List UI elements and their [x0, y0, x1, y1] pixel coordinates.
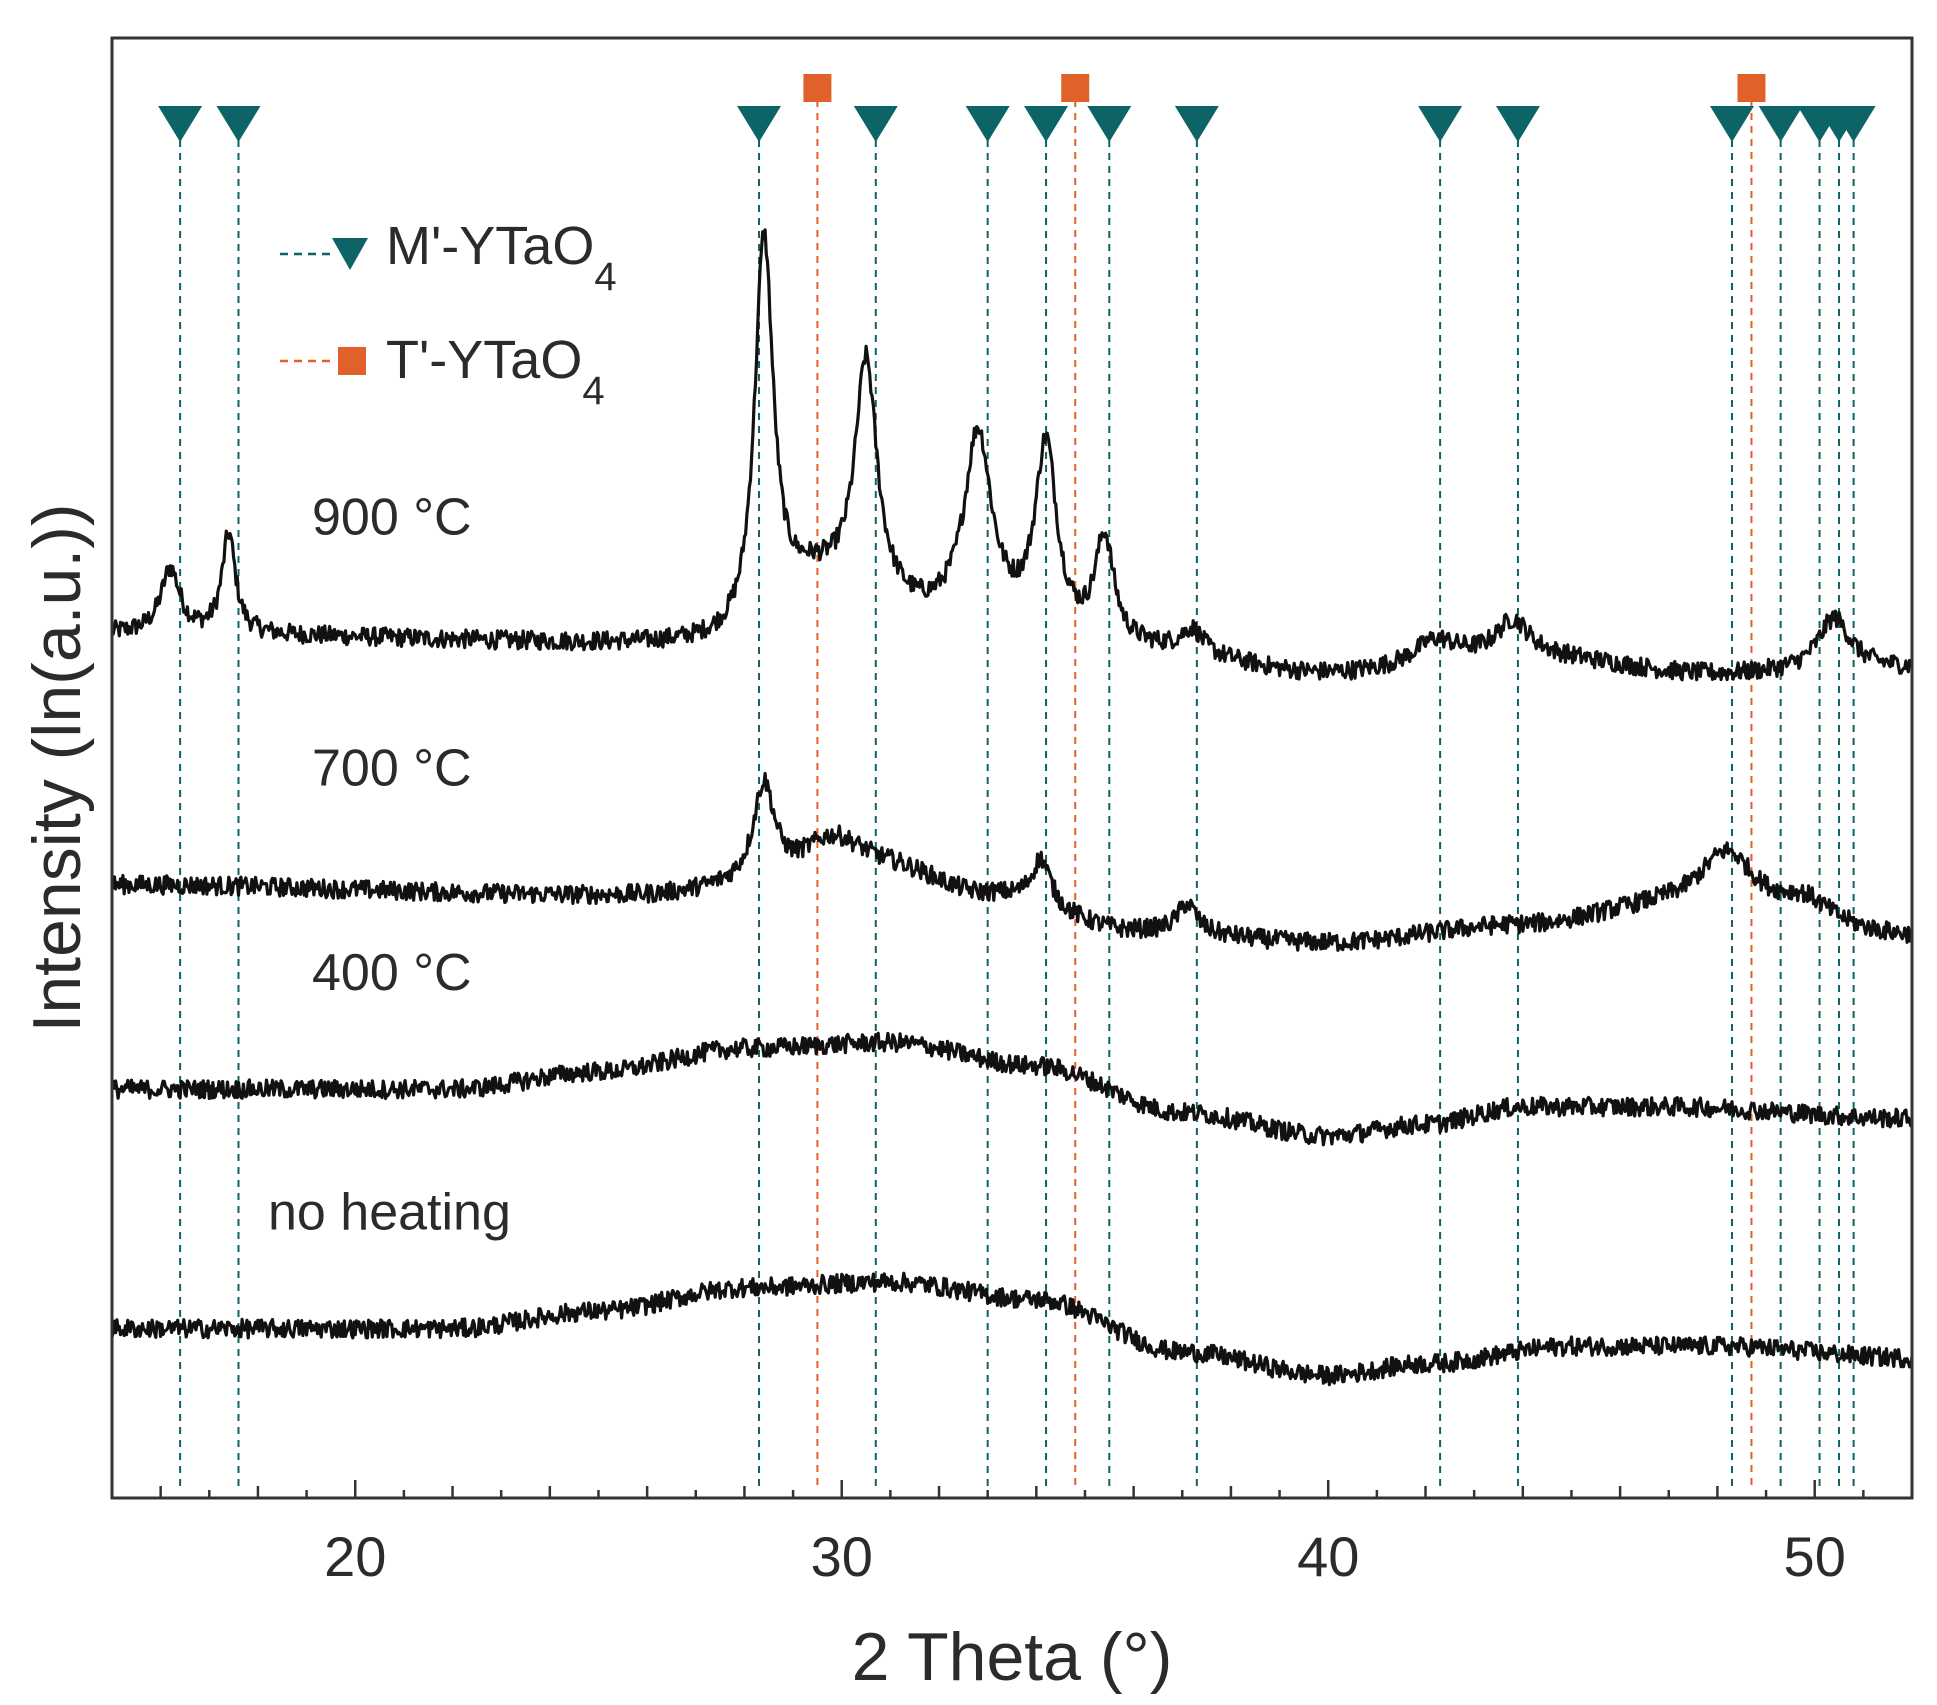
m-peak-marker — [1174, 106, 1219, 142]
m-peak-marker — [158, 106, 203, 142]
legend-t-label: T'-YTaO4 — [386, 330, 605, 413]
legend-m-text: M'-YTaO — [386, 216, 594, 276]
series-group — [110, 228, 1914, 1387]
legend-m-label: M'-YTaO4 — [386, 216, 617, 299]
m-peak-marker — [1710, 106, 1754, 142]
m-peak-marker — [1831, 106, 1876, 142]
legend-m-sub: 4 — [594, 255, 616, 299]
x-tick-label: 50 — [1784, 1525, 1846, 1588]
legend-t-marker — [338, 347, 366, 375]
legend: M'-YTaO4 T'-YTaO4 — [280, 216, 617, 413]
x-axis-title: 2 Theta (°) — [852, 1619, 1173, 1695]
x-tick-label: 40 — [1297, 1525, 1359, 1588]
legend-t-text: T'-YTaO — [386, 330, 582, 390]
m-peak-marker — [1758, 106, 1803, 142]
legend-m-marker — [332, 238, 368, 270]
x-tick-label: 30 — [811, 1525, 873, 1588]
x-tick-label: 20 — [324, 1525, 386, 1588]
x-axis-ticks: 20 30 40 50 — [159, 1480, 1865, 1588]
plot-frame — [110, 36, 1914, 1500]
series-label: 700 °C — [312, 740, 472, 798]
t-peak-marker — [1737, 74, 1766, 102]
t-peak-marker — [803, 74, 832, 102]
m-peak-marker — [1418, 106, 1463, 142]
series-line — [110, 1271, 1914, 1387]
m-peak-marker — [1087, 106, 1132, 142]
series-line — [110, 1031, 1914, 1147]
series-line — [110, 228, 1914, 682]
m-peak-marker — [216, 106, 261, 142]
reference-markers — [158, 74, 1876, 142]
reference-lines — [179, 100, 1855, 1488]
m-peak-marker — [853, 106, 898, 142]
m-peak-marker — [737, 106, 782, 142]
m-peak-marker — [965, 106, 1010, 142]
series-line — [110, 771, 1914, 952]
series-label: no heating — [268, 1183, 511, 1241]
y-axis-title: Intensity (ln(a.u.)) — [19, 503, 95, 1032]
legend-t-sub: 4 — [582, 369, 604, 413]
m-peak-marker — [1495, 106, 1540, 142]
m-peak-marker — [1024, 106, 1069, 142]
series-label: 400 °C — [312, 944, 472, 1002]
series-labels: 900 °C 700 °C 400 °C no heating — [268, 488, 511, 1241]
series-label: 900 °C — [312, 488, 472, 546]
t-peak-marker — [1061, 74, 1090, 102]
